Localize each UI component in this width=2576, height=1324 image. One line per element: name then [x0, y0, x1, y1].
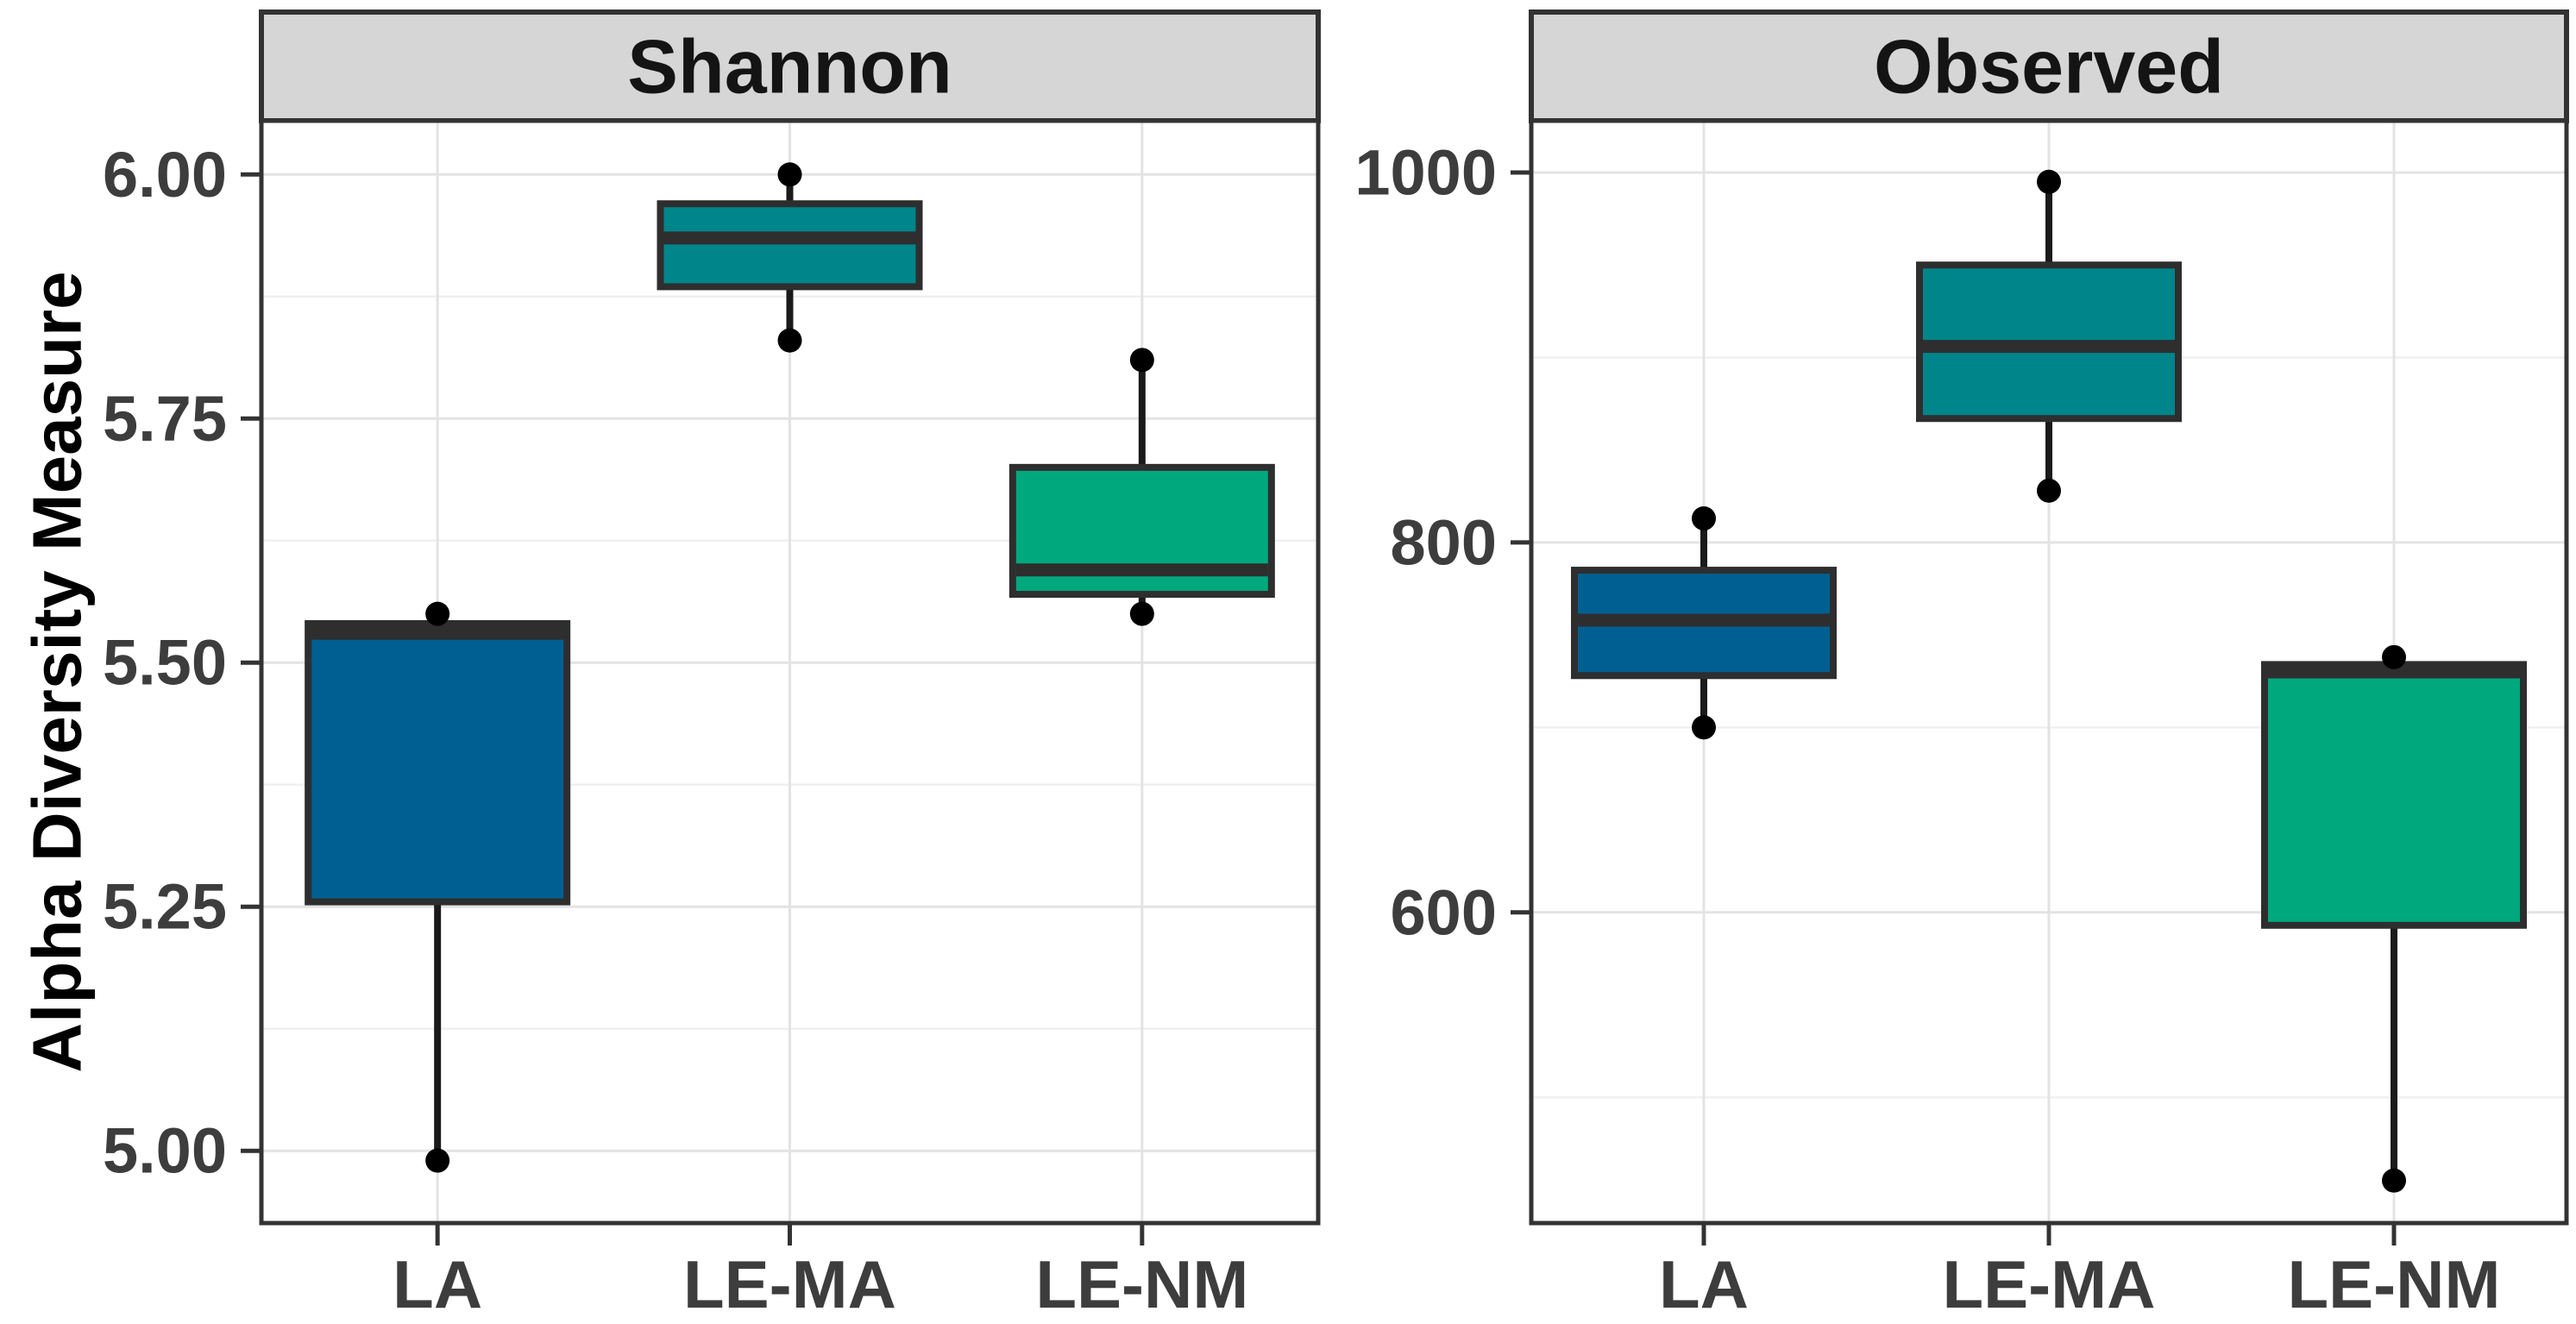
x-tick-label: LA — [393, 1246, 482, 1322]
x-tick-label: LA — [1659, 1246, 1749, 1322]
data-point — [1692, 506, 1716, 531]
y-tick-label: 800 — [1391, 506, 1497, 578]
y-tick-label: 1000 — [1354, 137, 1497, 209]
data-point — [1129, 348, 1154, 373]
boxplot-le-nm — [2261, 644, 2527, 1193]
data-point — [425, 601, 450, 626]
data-point — [777, 328, 802, 353]
y-tick-label: 600 — [1391, 876, 1497, 948]
data-point — [425, 1148, 450, 1173]
x-tick-label: LE-NM — [1035, 1246, 1248, 1322]
facet-strip-title: Shannon — [627, 24, 952, 110]
y-tick-label: 5.75 — [103, 383, 227, 455]
data-point — [2382, 644, 2406, 669]
boxplot-la — [1571, 506, 1837, 740]
data-point — [2382, 1168, 2406, 1193]
data-point — [2037, 478, 2061, 503]
y-axis-title: Alpha Diversity Measure — [19, 271, 96, 1072]
data-point — [1692, 715, 1716, 740]
x-tick-label: LE-NM — [2288, 1246, 2501, 1322]
boxplot-le-ma — [1916, 169, 2182, 503]
boxplot-la — [305, 601, 571, 1173]
panel-observed: Observed 600 800 1000 LA LE-MA LE-NM — [1354, 9, 2569, 1322]
y-tick-label: 5.25 — [103, 871, 227, 943]
facet-strip-title: Observed — [1874, 24, 2224, 110]
data-point — [777, 162, 802, 187]
y-tick-label: 6.00 — [103, 139, 227, 210]
facet-strip — [259, 9, 1321, 123]
data-point — [1129, 601, 1154, 626]
y-tick-label: 5.50 — [103, 627, 227, 699]
boxplot-le-ma — [657, 162, 923, 353]
panel-shannon: Shannon 5.00 5.25 5.50 5.75 6.00 LA LE-MA LE-NM — [103, 9, 1321, 1322]
x-tick-label: LE-MA — [1943, 1246, 2156, 1322]
box — [2261, 661, 2527, 929]
box — [305, 619, 571, 906]
data-point — [2037, 169, 2061, 194]
x-tick-label: LE-MA — [683, 1246, 896, 1322]
y-tick-label: 5.00 — [103, 1115, 227, 1187]
box — [657, 200, 923, 291]
boxplot-le-nm — [1008, 348, 1275, 626]
